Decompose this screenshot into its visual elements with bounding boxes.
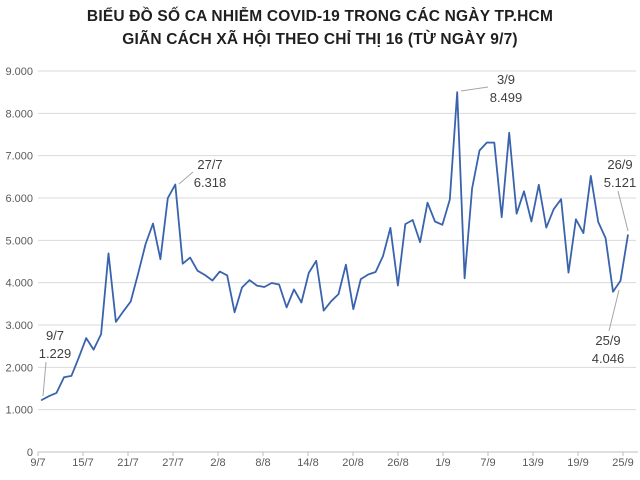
x-axis-tick-label: 15/7 xyxy=(72,457,93,469)
y-axis-tick-label: 3.000 xyxy=(5,320,33,332)
annotation-date-label: 9/7 xyxy=(46,328,64,343)
chart-title-line1: BIỂU ĐỒ SỐ CA NHIỄM COVID-19 TRONG CÁC N… xyxy=(86,8,554,25)
y-axis-tick-label: 2.000 xyxy=(5,362,33,374)
annotation-value-label: 1.229 xyxy=(39,346,72,361)
x-axis-tick-label: 14/8 xyxy=(297,457,318,469)
annotation-value-label: 8.499 xyxy=(490,90,523,105)
y-axis-tick-label: 6.000 xyxy=(5,193,33,205)
y-axis-tick-label: 4.000 xyxy=(5,278,33,290)
y-axis-tick-label: 1.000 xyxy=(5,405,33,417)
annotation-value-label: 6.318 xyxy=(194,175,227,190)
annotation-date-label: 3/9 xyxy=(497,72,515,87)
cases-line-series xyxy=(40,91,629,401)
chart-title: BIỂU ĐỒ SỐ CA NHIỄM COVID-19 TRONG CÁC N… xyxy=(0,5,640,51)
y-axis-tick-label: 5.000 xyxy=(5,235,33,247)
x-axis-tick-label: 19/9 xyxy=(567,457,588,469)
annotation-27-7: 27/7 6.318 xyxy=(194,157,227,190)
annotation-25-9: 25/9 4.046 xyxy=(592,333,625,366)
y-axis-tick-label: 8.000 xyxy=(5,108,33,120)
annotation-leader-line xyxy=(178,171,194,185)
annotation-date-label: 25/9 xyxy=(595,333,620,348)
annotation-3-9: 3/9 8.499 xyxy=(490,72,523,105)
annotation-26-9: 26/9 5.121 xyxy=(604,157,637,190)
x-axis-tick-label: 9/7 xyxy=(30,457,45,469)
x-axis-tick-label: 27/7 xyxy=(162,457,183,469)
annotation-value-label: 5.121 xyxy=(604,175,637,190)
y-axis-tick-label: 0 xyxy=(27,447,33,459)
y-axis-tick-label: 9.000 xyxy=(5,66,33,78)
annotation-date-label: 27/7 xyxy=(197,157,222,172)
annotation-leader-line xyxy=(42,361,47,397)
x-axis-tick-label: 25/9 xyxy=(612,457,633,469)
x-axis-tick-label: 1/9 xyxy=(435,457,450,469)
x-axis-tick-label: 7/9 xyxy=(480,457,495,469)
y-axis-tick-label: 7.000 xyxy=(5,151,33,163)
chart-title-line2: GIÃN CÁCH XÃ HỘI THEO CHỈ THỊ 16 (TỪ NGÀ… xyxy=(122,31,518,48)
annotation-leader-line xyxy=(608,289,620,332)
x-axis-tick-label: 8/8 xyxy=(255,457,270,469)
x-axis-tick-label: 13/9 xyxy=(522,457,543,469)
annotation-leader-line xyxy=(617,190,629,232)
annotation-value-label: 4.046 xyxy=(592,351,625,366)
x-axis-tick-label: 2/8 xyxy=(210,457,225,469)
x-axis-tick-label: 20/8 xyxy=(342,457,363,469)
annotation-leader-line xyxy=(460,86,489,92)
annotation-9-7: 9/7 1.229 xyxy=(39,328,72,361)
x-axis-tick-label: 21/7 xyxy=(117,457,138,469)
x-axis-tick-label: 26/8 xyxy=(387,457,408,469)
annotation-date-label: 26/9 xyxy=(607,157,632,172)
